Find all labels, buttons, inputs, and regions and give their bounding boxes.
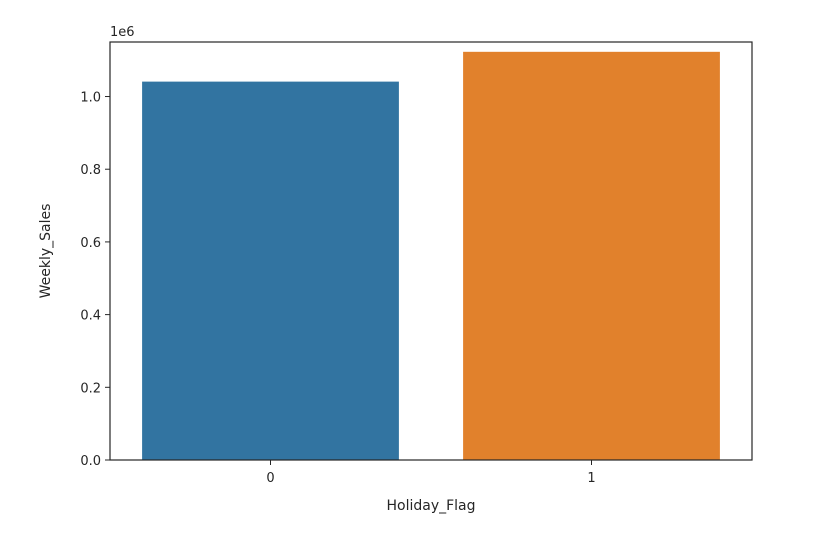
plot-frame — [109, 41, 753, 461]
y-offset-label: 1e6 — [110, 25, 135, 40]
y-axis-label: Weekly_Sales — [38, 204, 54, 299]
x-axis-label: Holiday_Flag — [386, 498, 475, 514]
y-tick-label: 1.0 — [80, 91, 101, 106]
y-tick-label: 0.8 — [80, 163, 101, 178]
y-ticks-group: 0.0 0.2 0.4 0.6 0.8 1.0 — [80, 91, 110, 469]
x-tick-label: 0 — [266, 471, 274, 486]
y-tick-label: 0.2 — [80, 381, 101, 396]
bar-0 — [142, 81, 399, 460]
y-tick-label: 0.6 — [80, 236, 101, 251]
y-tick-label: 0.4 — [80, 309, 101, 324]
y-tick-label: 0.0 — [80, 454, 101, 469]
bar-1 — [463, 51, 720, 461]
bars-group — [142, 51, 720, 461]
x-tick-label: 1 — [587, 471, 595, 486]
